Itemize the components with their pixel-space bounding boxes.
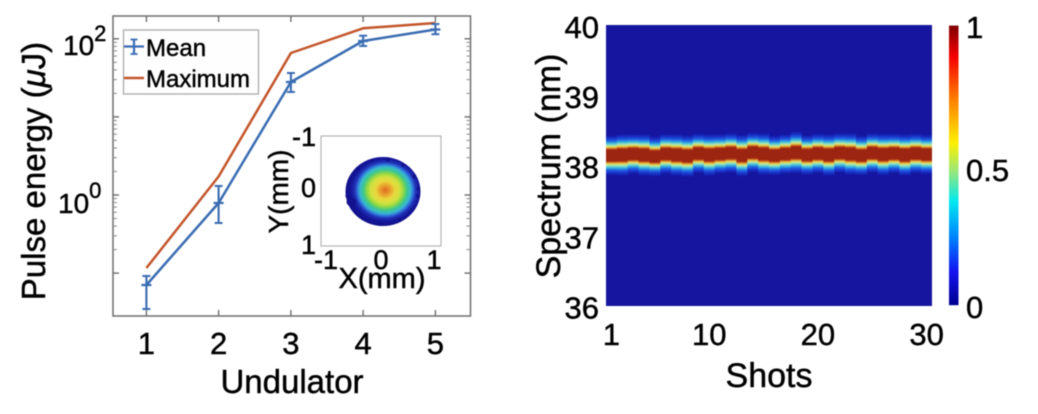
svg-text:Undulator: Undulator	[220, 363, 363, 400]
svg-text:36: 36	[565, 291, 599, 326]
svg-text:10: 10	[692, 317, 726, 352]
svg-text:1: 1	[138, 326, 155, 361]
svg-text:37: 37	[565, 220, 599, 255]
svg-text:1: 1	[301, 230, 316, 260]
svg-text:3: 3	[282, 326, 299, 361]
svg-text:Y(mm): Y(mm)	[263, 150, 294, 234]
svg-text:20: 20	[801, 317, 835, 352]
svg-text:0: 0	[373, 245, 388, 275]
svg-text:-1: -1	[292, 122, 316, 152]
svg-text:5: 5	[427, 326, 444, 361]
svg-text:1: 1	[603, 317, 620, 352]
svg-text:4: 4	[354, 326, 371, 361]
svg-text:0: 0	[301, 173, 316, 203]
svg-text:39: 39	[565, 80, 599, 115]
svg-text:30: 30	[909, 317, 943, 352]
svg-text:0: 0	[966, 290, 983, 325]
svg-text:1: 1	[426, 245, 441, 275]
svg-text:X(mm): X(mm)	[339, 263, 426, 295]
svg-text:40: 40	[565, 10, 599, 45]
svg-text:Spectrum (nm): Spectrum (nm)	[530, 54, 568, 279]
svg-text:1: 1	[966, 10, 983, 45]
svg-text:Mean: Mean	[146, 35, 206, 62]
svg-text:Maximum: Maximum	[146, 66, 250, 93]
svg-text:0.5: 0.5	[966, 153, 1009, 188]
svg-text:38: 38	[565, 150, 599, 185]
svg-text:Shots: Shots	[726, 357, 813, 395]
svg-text:2: 2	[210, 326, 227, 361]
svg-text:-1: -1	[314, 245, 338, 275]
svg-text:Pulse energy (μJ): Pulse energy (μJ)	[15, 42, 52, 300]
